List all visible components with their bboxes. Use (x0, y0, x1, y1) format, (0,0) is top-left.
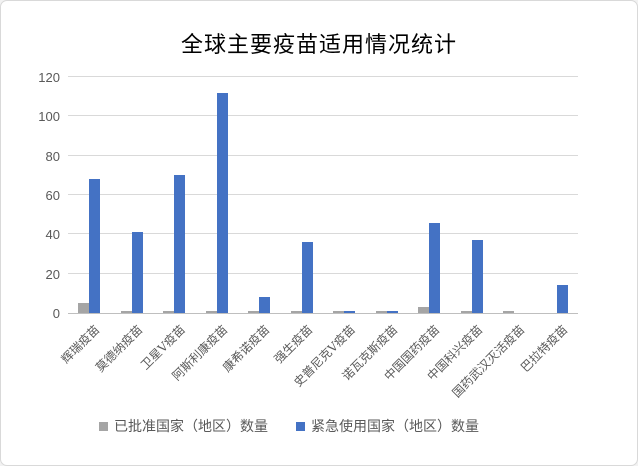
bar-series1-中国国药疫苗 (429, 222, 441, 313)
y-axis-tick-label-60: 60 (45, 188, 60, 203)
bar-series1-阿斯利康疫苗 (216, 92, 228, 313)
bar-series1-莫德纳疫苗 (131, 232, 143, 313)
chart-title: 全球主要疫苗适用情况统计 (180, 33, 457, 58)
bar-series1-巴拉特疫苗 (556, 285, 568, 313)
bar-series0-强生疫苗 (290, 311, 302, 313)
bar-series0-阿斯利康疫苗 (205, 311, 217, 313)
bar-series0-康希诺疫苗 (248, 311, 260, 313)
legend-swatch-emergency (296, 421, 305, 431)
gridline-100 (68, 115, 578, 117)
bar-series1-康希诺疫苗 (259, 297, 271, 313)
bar-series1-诺瓦克斯疫苗 (386, 311, 398, 313)
bar-series0-卫星V疫苗 (163, 311, 175, 313)
bar-series0-国药武汉灭活疫苗 (503, 311, 515, 313)
y-axis-tick-label-120: 120 (38, 70, 60, 85)
bar-series0-诺瓦克斯疫苗 (375, 311, 387, 313)
gridline-80 (68, 154, 578, 156)
bar-series1-史普尼克V疫苗 (344, 311, 356, 313)
bar-series1-辉瑞疫苗 (89, 179, 101, 313)
bar-series0-辉瑞疫苗 (78, 303, 90, 313)
legend-item-approved: 已批准国家（地区）数量 (99, 416, 268, 436)
gridline-20 (68, 272, 578, 274)
gridline-120 (68, 76, 578, 77)
legend-swatch-approved (99, 421, 108, 431)
bar-series0-莫德纳疫苗 (120, 311, 132, 313)
gridline-40 (68, 233, 578, 235)
legend-label-emergency: 紧急使用国家（地区）数量 (311, 419, 479, 435)
legend-item-emergency: 紧急使用国家（地区）数量 (296, 416, 479, 436)
legend: 已批准国家（地区）数量 紧急使用国家（地区）数量 (1, 416, 637, 436)
bar-series0-中国国药疫苗 (418, 307, 430, 313)
bar-series1-中国科兴疫苗 (471, 240, 483, 313)
legend-label-approved: 已批准国家（地区）数量 (114, 419, 268, 435)
y-axis-tick-label-100: 100 (38, 109, 60, 125)
y-axis-tick-label-20: 20 (45, 266, 60, 282)
y-axis-tick-label-40: 40 (45, 227, 60, 243)
y-axis-tick-label-80: 80 (45, 148, 60, 164)
gridline-60 (68, 194, 578, 195)
bar-series0-史普尼克V疫苗 (333, 311, 345, 313)
bar-series1-卫星V疫苗 (174, 175, 186, 313)
bar-series1-强生疫苗 (301, 242, 313, 313)
bar-series0-中国科兴疫苗 (460, 311, 472, 313)
plot-area (68, 76, 578, 314)
y-axis-tick-label-0: 0 (52, 306, 60, 321)
